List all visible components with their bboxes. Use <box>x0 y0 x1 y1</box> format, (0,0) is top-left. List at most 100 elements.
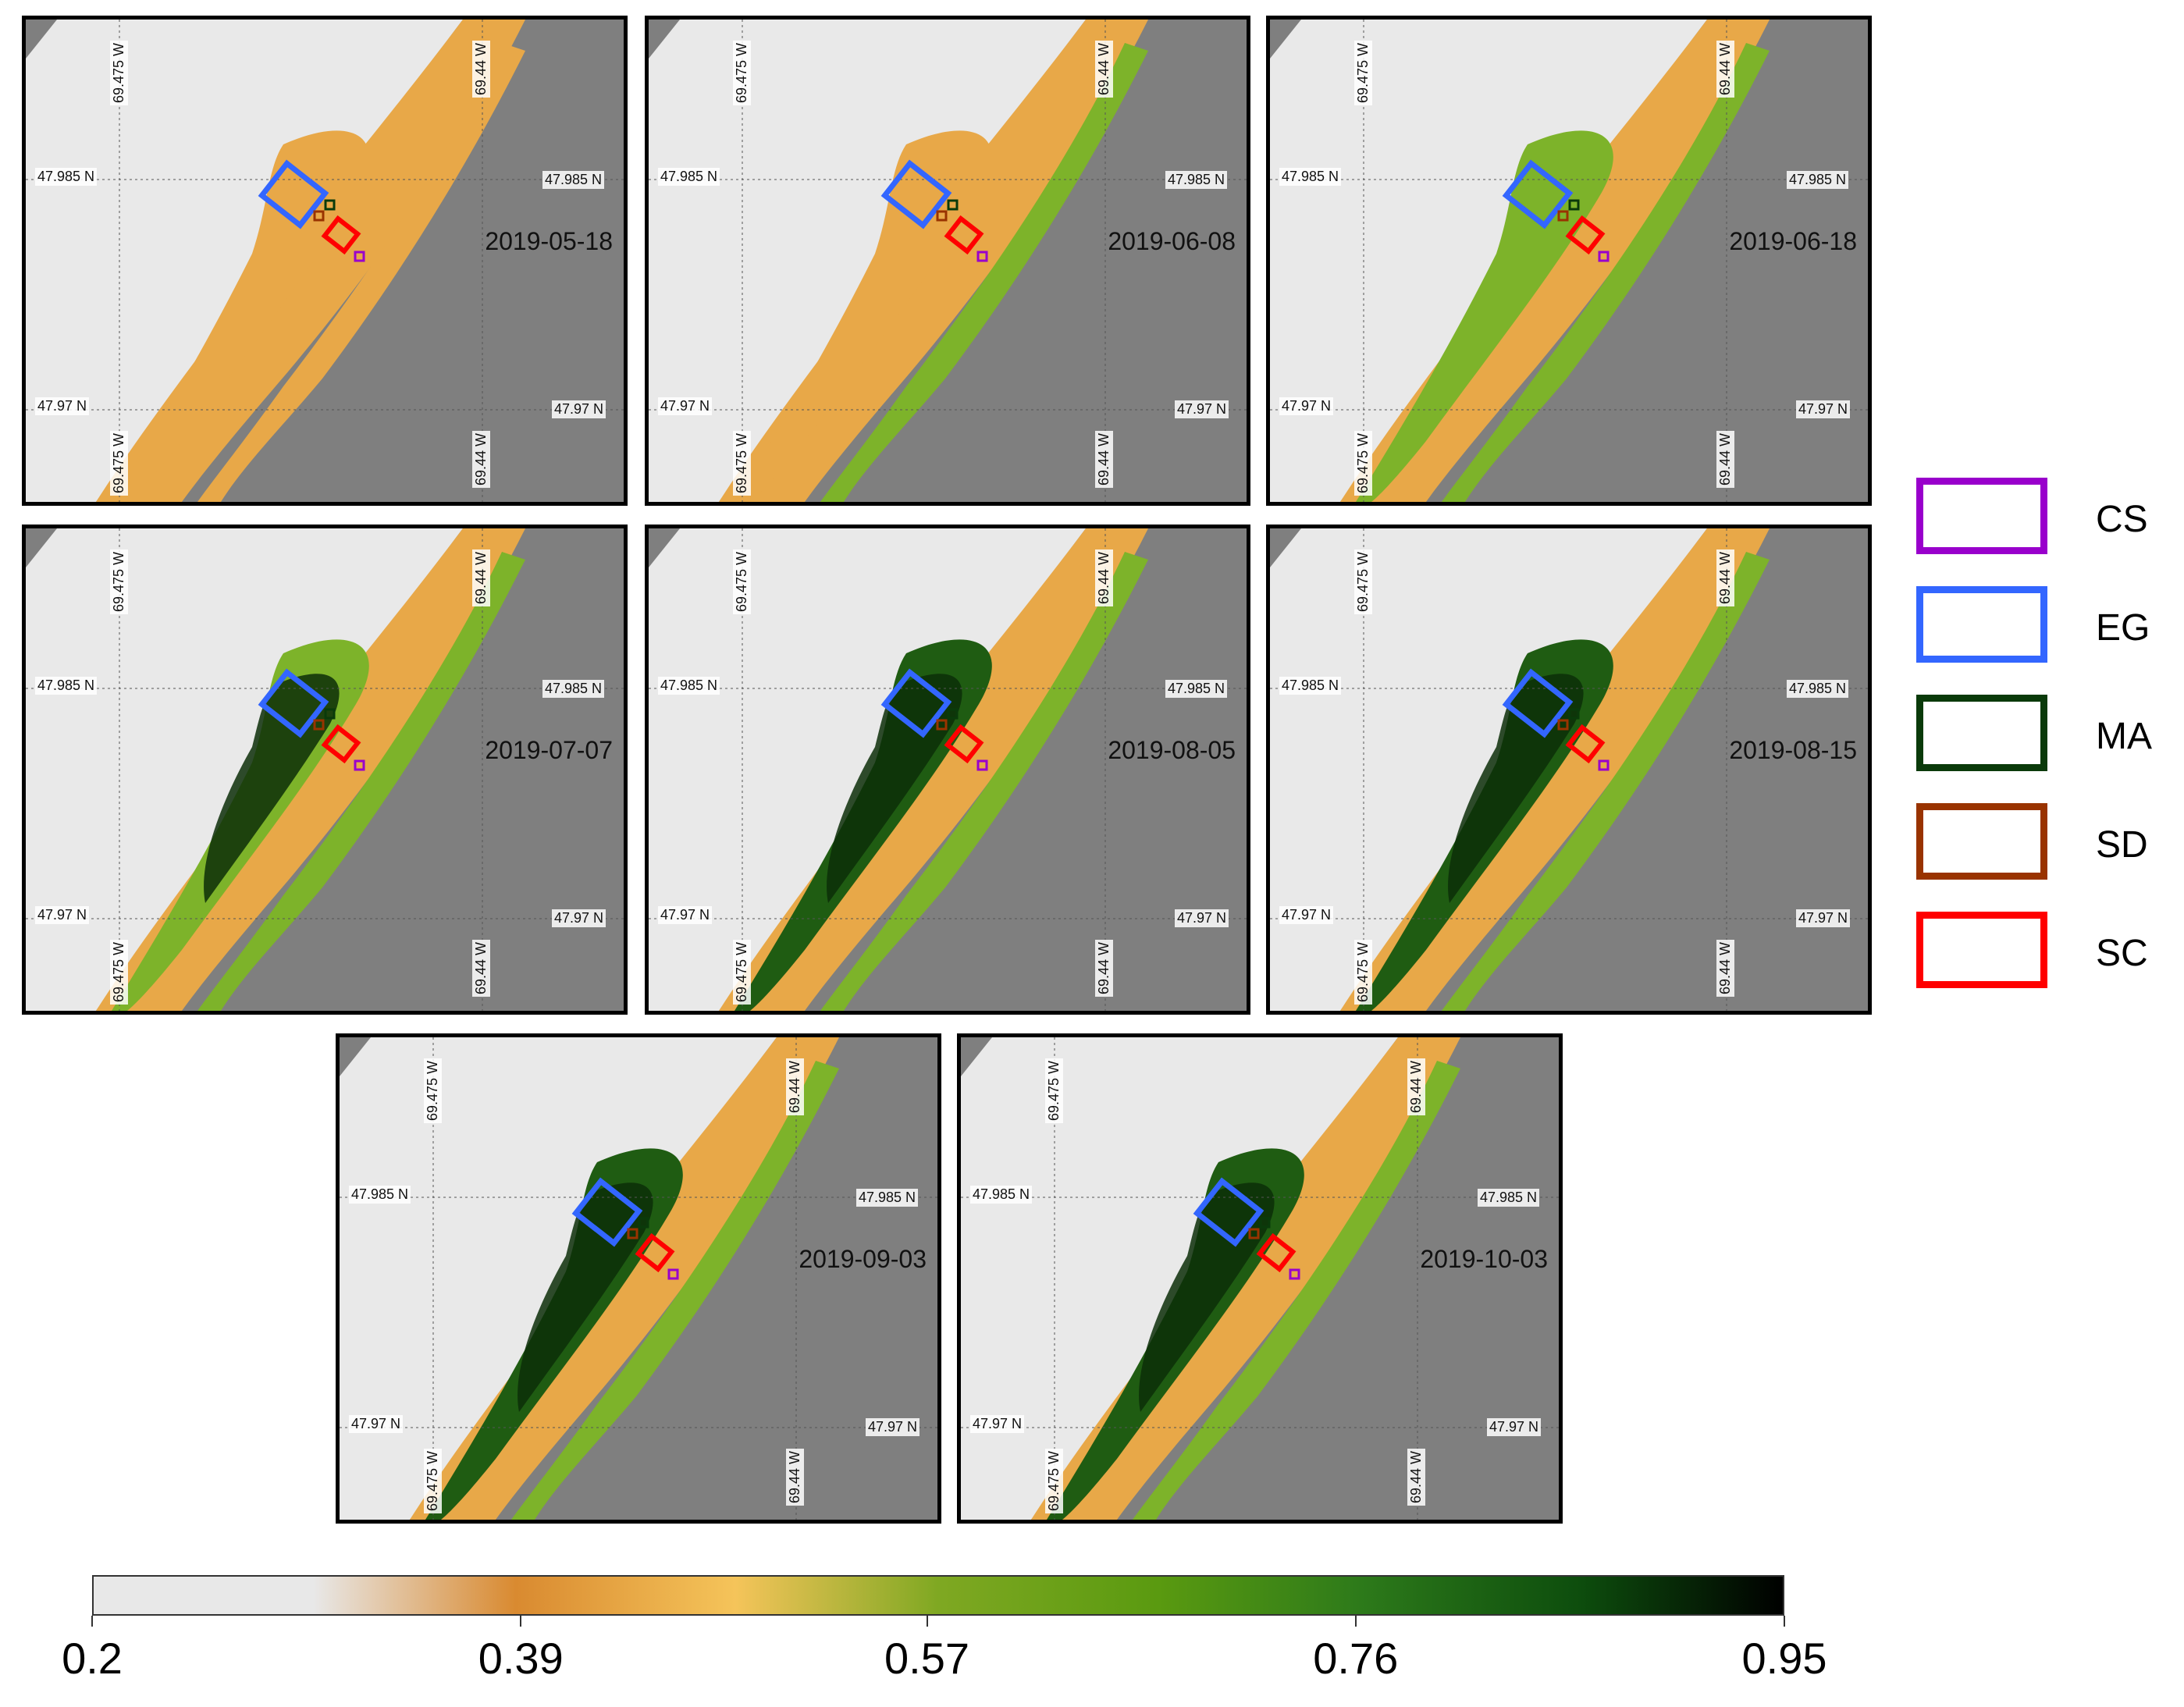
coord-label-lat-left-top: 47.985 N <box>35 168 98 186</box>
legend-label-sd: SD <box>2096 824 2148 866</box>
site-box-ma <box>1568 199 1580 211</box>
coord-label-lon-right-top: 69.44 W <box>1716 40 1734 98</box>
coord-label-lat-right-bottom: 47.97 N <box>866 1418 920 1436</box>
site-box-eg <box>880 159 952 229</box>
coord-label-lat-right-bottom: 47.97 N <box>1175 909 1229 927</box>
site-box-ma <box>638 1217 649 1229</box>
panel-date-label: 2019-09-03 <box>799 1245 927 1273</box>
panel-date-label: 2019-05-18 <box>485 227 613 255</box>
site-box-eg <box>571 1177 643 1247</box>
site-box-sc <box>1565 724 1606 764</box>
panel-date-label: 2019-06-18 <box>1729 227 1857 255</box>
map-image <box>649 528 1247 1011</box>
colorbar-tick <box>1784 1616 1785 1627</box>
legend-swatch-sc <box>1916 912 2047 988</box>
panel-date-label: 2019-06-08 <box>1108 227 1236 255</box>
coord-label-lat-left-top: 47.985 N <box>970 1186 1033 1204</box>
legend-swatch-sd <box>1916 803 2047 880</box>
map-panel-8: 69.475 W 69.44 W 47.985 N 47.985 N 47.97 N 47… <box>957 1033 1563 1524</box>
coord-label-lon-right-bottom: 69.44 W <box>1716 430 1734 488</box>
coord-label-lat-left-top: 47.985 N <box>35 677 98 695</box>
site-box-sc <box>1565 215 1606 255</box>
map-panel-7: 69.475 W 69.44 W 47.985 N 47.985 N 47.97 N 47… <box>336 1033 941 1524</box>
coord-label-lon-left-top: 69.475 W <box>424 1058 442 1123</box>
site-box-eg <box>880 668 952 738</box>
map-panel-4: 69.475 W 69.44 W 47.985 N 47.985 N 47.97 N 47… <box>22 525 628 1015</box>
map-image <box>26 528 624 1011</box>
colorbar-tick <box>926 1616 928 1627</box>
coord-label-lon-right-top: 69.44 W <box>1095 40 1113 98</box>
legend-item-cs: CS <box>1916 478 2174 571</box>
site-box-sc <box>944 215 984 255</box>
site-box-cs <box>354 251 365 262</box>
coord-label-lat-left-top: 47.985 N <box>658 677 720 695</box>
legend-swatch-cs <box>1916 478 2047 554</box>
legend-swatch-eg <box>1916 586 2047 663</box>
site-box-sd <box>936 719 948 731</box>
map-panel-6: 69.475 W 69.44 W 47.985 N 47.985 N 47.97 N 47… <box>1266 525 1872 1015</box>
site-box-ma <box>947 199 959 211</box>
coord-label-lat-right-top: 47.985 N <box>542 171 605 189</box>
site-box-sc <box>321 215 361 255</box>
coord-label-lon-left-top: 69.475 W <box>1354 40 1372 105</box>
coord-label-lat-right-top: 47.985 N <box>1478 1189 1540 1207</box>
coord-label-lon-right-bottom: 69.44 W <box>1095 939 1113 997</box>
coord-label-lon-left-bottom: 69.475 W <box>733 430 751 496</box>
site-box-cs <box>1598 759 1610 771</box>
map-panel-5: 69.475 W 69.44 W 47.985 N 47.985 N 47.97 N 47… <box>645 525 1250 1015</box>
coord-label-lon-right-bottom: 69.44 W <box>472 939 490 997</box>
coord-label-lat-left-bottom: 47.97 N <box>658 906 713 924</box>
coord-label-lat-right-bottom: 47.97 N <box>1796 400 1851 418</box>
map-image <box>1270 528 1868 1011</box>
coord-label-lon-right-top: 69.44 W <box>472 549 490 606</box>
site-box-sc <box>635 1232 675 1273</box>
site-box-cs <box>354 759 365 771</box>
coord-label-lat-left-bottom: 47.97 N <box>1279 906 1334 924</box>
site-box-ma <box>324 199 336 211</box>
site-box-sd <box>1557 719 1569 731</box>
coord-label-lat-right-bottom: 47.97 N <box>1487 1418 1542 1436</box>
coord-label-lat-right-top: 47.985 N <box>1787 680 1849 698</box>
coord-label-lon-left-top: 69.475 W <box>110 549 128 614</box>
site-box-ma <box>324 708 336 720</box>
site-box-cs <box>976 251 988 262</box>
site-box-eg <box>1502 159 1574 229</box>
map-image <box>1270 20 1868 502</box>
legend-item-sc: SC <box>1916 912 2174 1005</box>
coord-label-lat-right-bottom: 47.97 N <box>1796 909 1851 927</box>
site-box-ma <box>947 708 959 720</box>
site-box-eg <box>1193 1177 1265 1247</box>
coord-label-lat-right-bottom: 47.97 N <box>552 400 606 418</box>
site-box-sc <box>944 724 984 764</box>
legend-label-ma: MA <box>2096 716 2152 757</box>
coord-label-lon-left-bottom: 69.475 W <box>1045 1448 1063 1513</box>
coord-label-lat-left-bottom: 47.97 N <box>970 1415 1025 1433</box>
site-box-cs <box>667 1268 679 1280</box>
coord-label-lon-left-bottom: 69.475 W <box>424 1448 442 1513</box>
coord-label-lon-left-bottom: 69.475 W <box>1354 939 1372 1005</box>
coord-label-lon-right-bottom: 69.44 W <box>786 1448 804 1506</box>
legend-label-sc: SC <box>2096 933 2148 974</box>
coord-label-lon-left-bottom: 69.475 W <box>733 939 751 1005</box>
panel-date-label: 2019-07-07 <box>485 736 613 764</box>
map-panel-2: 69.475 W 69.44 W 47.985 N 47.985 N 47.97 N 47… <box>645 16 1250 506</box>
coord-label-lat-right-bottom: 47.97 N <box>1175 400 1229 418</box>
coord-label-lat-right-top: 47.985 N <box>1165 171 1228 189</box>
coord-label-lon-right-top: 69.44 W <box>786 1058 804 1115</box>
colorbar-tick-label: 0.76 <box>1313 1634 1399 1683</box>
site-box-sc <box>321 724 361 764</box>
coord-label-lat-left-bottom: 47.97 N <box>658 397 713 415</box>
colorbar-tick-label: 0.57 <box>884 1634 970 1683</box>
coord-label-lon-right-bottom: 69.44 W <box>472 430 490 488</box>
legend-item-ma: MA <box>1916 695 2174 788</box>
coord-label-lon-left-top: 69.475 W <box>1354 549 1372 614</box>
site-box-sd <box>936 210 948 222</box>
coord-label-lon-right-top: 69.44 W <box>1716 549 1734 606</box>
coord-label-lon-right-top: 69.44 W <box>472 40 490 98</box>
site-box-sd <box>1248 1228 1260 1239</box>
coord-label-lat-left-bottom: 47.97 N <box>35 397 90 415</box>
coord-label-lat-right-top: 47.985 N <box>542 680 605 698</box>
map-image <box>649 20 1247 502</box>
coord-label-lon-left-bottom: 69.475 W <box>110 430 128 496</box>
coord-label-lon-right-top: 69.44 W <box>1095 549 1113 606</box>
